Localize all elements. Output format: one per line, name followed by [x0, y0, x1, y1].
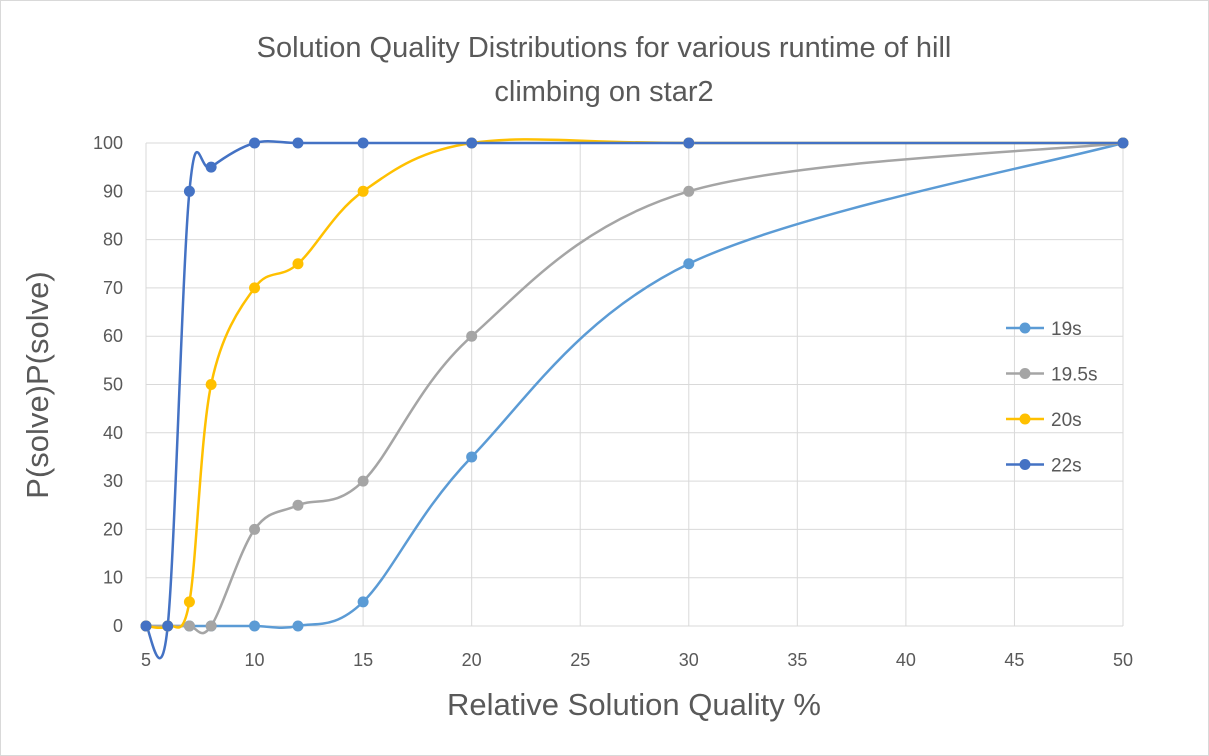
- y-tick-label: 90: [103, 181, 123, 201]
- legend-item-19.5s: 19.5s: [1006, 365, 1097, 386]
- x-axis-title: Relative Solution Quality %: [447, 687, 821, 722]
- legend-item-22s: 22s: [1006, 456, 1082, 477]
- data-point-22s-2: [183, 185, 195, 197]
- legend-swatch-marker: [1019, 322, 1031, 334]
- series-line-22s: [144, 139, 1123, 660]
- data-point-19s-6: [357, 596, 369, 608]
- x-tick-label: 10: [245, 650, 265, 670]
- y-tick-label: 10: [103, 568, 123, 588]
- x-tick-label: 30: [679, 650, 699, 670]
- data-point-22s-6: [357, 137, 369, 149]
- gridlines: [145, 142, 1124, 627]
- data-point-22s-4: [249, 137, 261, 149]
- data-point-19.5s-6: [357, 475, 369, 487]
- legend-swatch-marker: [1019, 459, 1031, 470]
- series-line-19s: [146, 141, 1124, 630]
- data-point-20s-4: [249, 282, 261, 294]
- data-point-22s-5: [292, 137, 304, 149]
- chart-title-line-1: Solution Quality Distributions for vario…: [257, 32, 952, 64]
- y-axis-tick-labels: 0 10 20 30 40 50 60 70 80 90 100: [93, 133, 123, 636]
- y-tick-label: 100: [93, 133, 123, 153]
- series-markers: [140, 137, 1129, 632]
- y-tick-label: 80: [103, 230, 123, 250]
- legend-swatch-marker: [1019, 413, 1031, 425]
- data-point-19s-8: [683, 258, 695, 270]
- y-tick-label: 70: [103, 278, 123, 298]
- data-point-20s-6: [357, 185, 369, 197]
- legend: 19s 19.5s 20s 22s: [1006, 319, 1097, 477]
- chart-title: Solution Quality Distributions for vario…: [257, 32, 952, 108]
- data-point-22s-3: [205, 161, 217, 173]
- legend-label: 19s: [1051, 319, 1082, 340]
- data-point-22s-9: [1117, 137, 1129, 149]
- x-tick-label: 5: [141, 650, 151, 670]
- y-axis-title: P(solve)P(solve): [20, 271, 55, 498]
- data-point-20s-5: [292, 258, 304, 270]
- legend-label: 20s: [1051, 410, 1082, 431]
- data-point-19s-5: [292, 620, 304, 632]
- data-point-20s-3: [205, 379, 217, 390]
- legend-label: 19.5s: [1051, 365, 1097, 386]
- data-point-22s-1: [162, 620, 174, 632]
- y-tick-label: 30: [103, 471, 123, 491]
- chart-title-line-2: climbing on star2: [494, 76, 713, 108]
- x-tick-label: 50: [1113, 650, 1133, 670]
- data-point-19.5s-2: [183, 620, 195, 632]
- x-tick-label: 35: [787, 650, 807, 670]
- x-tick-label: 45: [1004, 650, 1024, 670]
- y-tick-label: 40: [103, 423, 123, 443]
- legend-label: 22s: [1051, 456, 1082, 477]
- data-point-22s-8: [683, 137, 695, 149]
- y-tick-label: 20: [103, 519, 123, 539]
- legend-item-20s: 20s: [1006, 410, 1082, 431]
- x-tick-label: 40: [896, 650, 916, 670]
- y-tick-label: 50: [103, 375, 123, 395]
- data-point-20s-2: [183, 596, 195, 608]
- x-tick-label: 20: [462, 650, 482, 670]
- series-lines: [144, 138, 1124, 660]
- legend-item-19s: 19s: [1006, 319, 1082, 340]
- data-point-19.5s-5: [292, 499, 304, 511]
- data-point-19.5s-7: [466, 330, 478, 342]
- data-point-19s-4: [249, 620, 261, 632]
- x-tick-label: 25: [570, 650, 590, 670]
- legend-swatch-marker: [1019, 368, 1031, 379]
- x-axis-tick-labels: 5 10 15 20 25 30 35 40 45 50: [141, 650, 1133, 670]
- data-point-19.5s-3: [205, 620, 217, 632]
- y-tick-label: 0: [113, 616, 123, 636]
- x-tick-label: 15: [353, 650, 373, 670]
- data-point-19.5s-8: [683, 185, 695, 197]
- y-tick-label: 60: [103, 326, 123, 346]
- data-point-19.5s-4: [249, 523, 261, 535]
- series-line-19.5s: [146, 141, 1124, 635]
- data-point-19s-7: [466, 451, 478, 463]
- data-point-22s-7: [466, 137, 478, 149]
- data-point-22s-0: [140, 620, 152, 632]
